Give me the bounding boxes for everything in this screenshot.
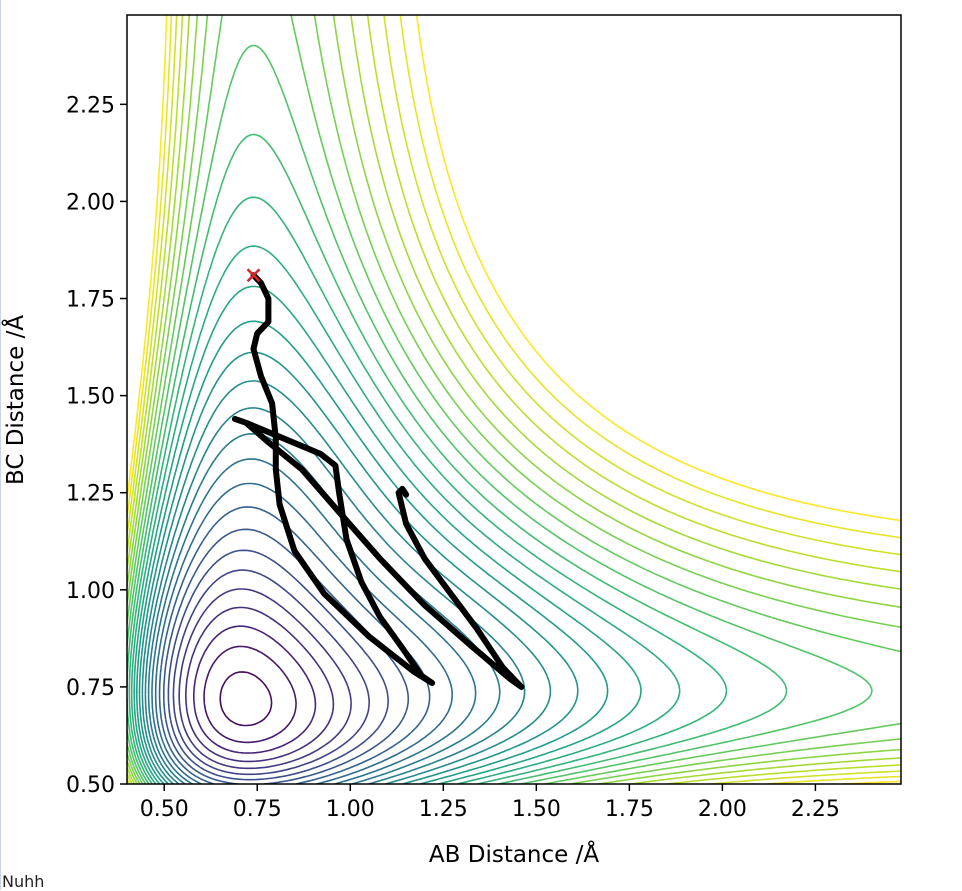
contour-line (193, 625, 317, 754)
contour-line (127, 15, 901, 784)
contour-line (203, 645, 297, 744)
trajectory-line (231, 272, 525, 690)
x-tick-label: 2.25 (791, 797, 840, 822)
window-left-border (0, 0, 1, 890)
contour-line (219, 671, 273, 727)
x-tick-label: 1.25 (419, 797, 468, 822)
x-axis: 0.50 0.75 1.00 1.25 1.50 1.75 2.00 2.25 (140, 784, 840, 822)
x-axis-label: AB Distance /Å (429, 840, 599, 868)
contour-line (167, 549, 389, 781)
contour-line (178, 588, 352, 770)
start-marker-stroke (246, 268, 261, 283)
contour-line (130, 245, 681, 784)
y-tick-label: 1.25 (66, 482, 115, 507)
contour-line (127, 15, 901, 784)
start-marker (246, 268, 261, 283)
contour-line (138, 351, 579, 784)
plot-frame (126, 14, 902, 785)
trajectory-layer (231, 268, 525, 690)
y-tick-label: 1.00 (66, 579, 115, 604)
contour-line (158, 506, 431, 784)
contour-line (127, 15, 901, 784)
x-tick-label: 1.00 (326, 797, 375, 822)
y-tick-label: 1.75 (66, 288, 115, 313)
contour-line (172, 569, 370, 776)
y-tick-label: 1.50 (66, 385, 115, 410)
contour-line (128, 196, 728, 784)
contour-line (185, 606, 335, 763)
y-axis-label: BC Distance /Å (1, 315, 29, 485)
x-tick-label: 1.75 (605, 797, 654, 822)
contour-line (151, 458, 477, 784)
contour-line (127, 15, 901, 784)
y-tick-label: 0.75 (66, 676, 115, 701)
y-tick-label: 0.50 (66, 773, 115, 798)
contour-chart: 0.50 0.75 1.00 1.25 1.50 1.75 2.00 2.25 0.50 0.7… (1, 14, 902, 868)
plot-area (127, 15, 901, 784)
contour-line (127, 15, 901, 784)
contour-line (154, 482, 453, 784)
x-tick-label: 0.50 (140, 797, 189, 822)
contour-line (133, 285, 642, 784)
contour-line (136, 320, 609, 784)
x-tick-label: 2.00 (698, 797, 747, 822)
x-tick-label: 1.50 (512, 797, 561, 822)
contour-line (127, 15, 901, 784)
footer-text: Nuhh (2, 872, 45, 891)
y-tick-label: 2.00 (66, 190, 115, 215)
y-tick-label: 2.25 (66, 93, 115, 118)
y-axis: 0.50 0.75 1.00 1.25 1.50 1.75 2.00 2.25 (66, 93, 127, 798)
contour-line (127, 44, 873, 784)
x-tick-label: 0.75 (233, 797, 282, 822)
